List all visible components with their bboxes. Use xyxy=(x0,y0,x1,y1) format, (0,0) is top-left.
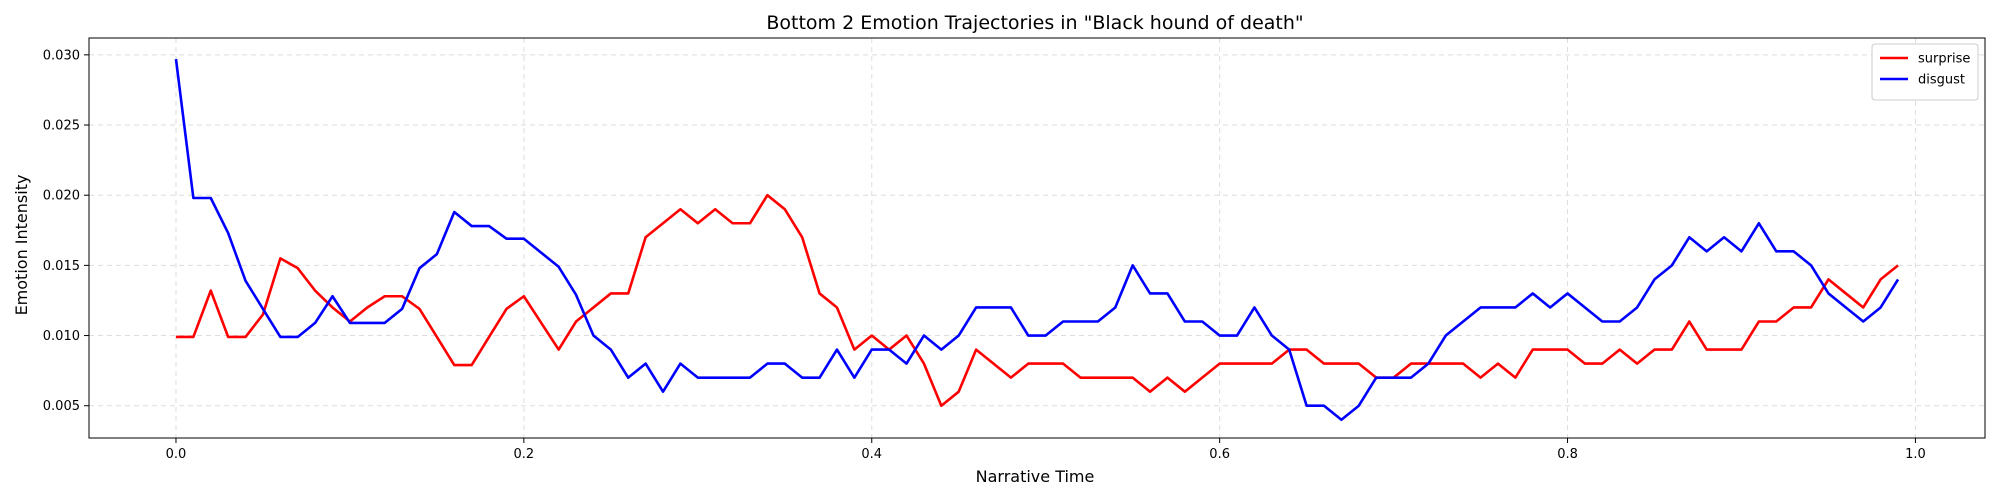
ticks: 0.0 0.2 0.4 0.6 0.8 1.0 0.005 0.010 0.015 0.020 0.… xyxy=(43,48,1926,462)
y-tick-label: 0.030 xyxy=(43,48,80,63)
y-tick-label: 0.025 xyxy=(43,119,80,134)
x-tick-label: 0.6 xyxy=(1209,447,1230,462)
x-tick-label: 0.8 xyxy=(1557,447,1578,462)
y-tick-label: 0.005 xyxy=(43,399,80,414)
grid xyxy=(89,38,1985,438)
x-tick-label: 0.2 xyxy=(514,447,535,462)
legend: surprise disgust xyxy=(1871,43,1979,101)
legend-label-surprise: surprise xyxy=(1918,52,1970,67)
series-line-disgust xyxy=(174,58,1900,422)
y-tick-label: 0.015 xyxy=(43,259,80,274)
plot-frame xyxy=(88,37,1986,439)
x-tick-label: 0.0 xyxy=(166,447,187,462)
series-line-surprise xyxy=(175,193,1899,408)
y-tick-label: 0.010 xyxy=(43,329,80,344)
x-axis-label: Narrative Time xyxy=(976,467,1095,486)
y-axis-label: Emotion Intensity xyxy=(12,175,31,316)
chart-title: Bottom 2 Emotion Trajectories in "Black … xyxy=(766,12,1303,34)
x-tick-label: 0.4 xyxy=(861,447,882,462)
legend-label-disgust: disgust xyxy=(1918,73,1965,88)
y-tick-label: 0.020 xyxy=(43,189,80,204)
x-tick-label: 1.0 xyxy=(1905,447,1926,462)
series-group xyxy=(174,58,1900,422)
